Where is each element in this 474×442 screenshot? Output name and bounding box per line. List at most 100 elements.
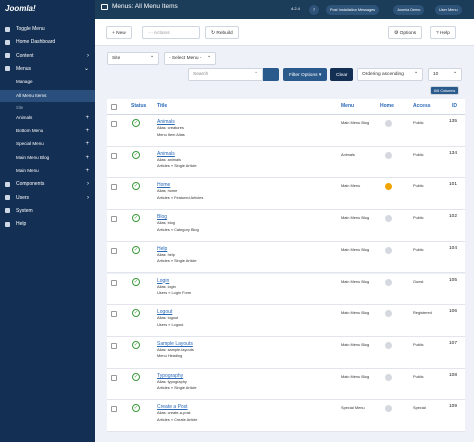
column-header[interactable]: ID xyxy=(452,103,457,109)
checkbox[interactable] xyxy=(111,374,117,381)
status-icon[interactable]: ✓ xyxy=(132,214,140,223)
checkbox[interactable] xyxy=(111,279,117,286)
checkbox[interactable] xyxy=(111,121,117,127)
title-link[interactable]: Create a Post xyxy=(157,404,188,411)
limit-select[interactable]: 10 xyxy=(428,67,462,81)
home-icon[interactable] xyxy=(385,120,392,127)
sidebar-item[interactable]: Menus ⌄ xyxy=(0,63,95,75)
actions-button[interactable]: ⋯ Actions xyxy=(142,26,200,39)
label: System xyxy=(16,207,33,214)
post-install[interactable]: Post Installation Messages xyxy=(326,5,380,15)
title-link[interactable]: Help xyxy=(157,245,168,252)
clear-button[interactable]: Clear xyxy=(330,68,354,81)
add-icon[interactable]: + xyxy=(85,128,89,135)
status-icon[interactable]: ✓ xyxy=(132,404,140,413)
new-button[interactable]: + New xyxy=(106,26,132,39)
sidebar-item[interactable]: Main Menu Blog + xyxy=(0,152,95,164)
title-link[interactable]: Home xyxy=(157,182,171,189)
search-button[interactable] xyxy=(263,68,279,81)
icon xyxy=(5,53,10,59)
column-header[interactable]: Access xyxy=(413,103,431,109)
home-icon[interactable] xyxy=(385,215,392,223)
menu-name: Main Menu Blog xyxy=(341,278,370,284)
notifications[interactable]: 7 xyxy=(309,5,320,15)
sidebar-item[interactable]: Home Dashboard xyxy=(0,36,95,48)
sidebar-item[interactable]: Bottom Menu + xyxy=(0,125,95,137)
client-select[interactable]: Site xyxy=(107,51,159,65)
sidebar-item[interactable]: Users › xyxy=(0,192,95,204)
item-id: 104 xyxy=(448,245,457,251)
home-icon[interactable] xyxy=(385,246,392,254)
status-icon[interactable]: ✓ xyxy=(132,277,140,286)
search-input[interactable]: Search xyxy=(188,67,263,81)
checkbox[interactable] xyxy=(111,216,117,223)
menu-select[interactable]: - Select Menu - xyxy=(164,51,216,65)
checkbox[interactable] xyxy=(111,104,117,110)
sidebar-item[interactable]: Help xyxy=(0,218,95,230)
home-icon[interactable] xyxy=(385,373,392,381)
checkbox[interactable] xyxy=(111,342,117,349)
ordering-select[interactable]: Ordering ascending xyxy=(357,67,423,81)
checkbox[interactable] xyxy=(111,311,117,318)
add-icon[interactable]: + xyxy=(85,154,89,161)
sidebar-item[interactable]: Components › xyxy=(0,178,95,190)
add-icon[interactable]: + xyxy=(85,168,89,174)
status-icon[interactable]: ✓ xyxy=(132,340,140,349)
title-link[interactable]: Sample Layouts xyxy=(157,340,193,347)
title-link[interactable]: Blog xyxy=(157,214,168,221)
item-id: 109 xyxy=(448,404,457,410)
add-icon[interactable]: + xyxy=(85,114,89,121)
filter-options[interactable]: Filter Options ▾ xyxy=(283,68,328,81)
add-icon[interactable]: + xyxy=(85,141,89,148)
version: 4.2.4 xyxy=(291,6,300,11)
home-icon[interactable] xyxy=(385,405,392,413)
sidebar-item[interactable]: All Menu Items xyxy=(0,89,95,102)
checkbox[interactable] xyxy=(111,184,117,191)
sidebar-item[interactable]: Content › xyxy=(0,50,95,62)
item-type: Articles » Single Article xyxy=(157,385,197,391)
status-icon[interactable]: ✓ xyxy=(132,182,140,191)
table-row: ✓ Sample Layouts Alias: sample-layouts Menu… xyxy=(107,336,465,369)
checkbox[interactable] xyxy=(111,152,117,159)
title-link[interactable]: Typography xyxy=(157,372,184,379)
status-icon[interactable]: ✓ xyxy=(132,372,140,381)
sidebar-item[interactable]: System xyxy=(0,205,95,217)
column-header[interactable]: Status xyxy=(131,103,147,109)
checkbox[interactable] xyxy=(111,406,117,413)
home-icon[interactable] xyxy=(385,183,392,191)
options-button[interactable]: ⚙ Options xyxy=(388,26,423,39)
help-button[interactable]: ? Help xyxy=(430,26,456,39)
sidebar-item[interactable]: Manage xyxy=(0,76,95,88)
sidebar-item[interactable]: Animals + xyxy=(0,112,95,124)
site-link[interactable]: Joomla Demo xyxy=(393,5,425,15)
home-icon[interactable] xyxy=(385,278,392,286)
arrow: › xyxy=(87,52,89,59)
status-icon[interactable]: ✓ xyxy=(132,150,140,159)
status-icon[interactable]: ✓ xyxy=(132,119,140,127)
label: Site xyxy=(16,104,24,110)
title-cell: Home Alias: home Articles » Featured Artic… xyxy=(157,182,327,201)
item-id: 108 xyxy=(448,372,457,378)
columns-button[interactable]: 6/6 Columns xyxy=(430,86,460,95)
sidebar-item[interactable]: Main Menu + xyxy=(0,165,95,177)
column-header[interactable]: Title xyxy=(157,103,168,109)
user-menu[interactable]: User Menu xyxy=(435,5,462,15)
status-icon[interactable]: ✓ xyxy=(132,245,140,254)
title-link[interactable]: Animals xyxy=(157,119,175,125)
column-header[interactable]: Menu xyxy=(341,103,355,109)
sidebar-item[interactable]: Toggle Menu xyxy=(0,23,95,35)
title-link[interactable]: Login xyxy=(157,277,170,284)
status-icon[interactable]: ✓ xyxy=(132,309,140,318)
title-link[interactable]: Logout xyxy=(157,309,173,316)
home-icon[interactable] xyxy=(385,310,392,318)
title-link[interactable]: Animals xyxy=(157,150,175,157)
table-row: ✓ Create a Post Alias: create-a-post Articl… xyxy=(107,400,465,432)
label: Main Menu xyxy=(16,168,39,173)
column-header[interactable]: Home xyxy=(380,103,394,109)
rebuild-button[interactable]: ↻ Rebuild xyxy=(205,26,239,39)
checkbox[interactable] xyxy=(111,247,117,254)
home-icon[interactable] xyxy=(385,151,392,159)
item-type: Menu Heading xyxy=(157,353,183,359)
home-icon[interactable] xyxy=(385,341,392,349)
sidebar-item[interactable]: Special Menu + xyxy=(0,138,95,150)
